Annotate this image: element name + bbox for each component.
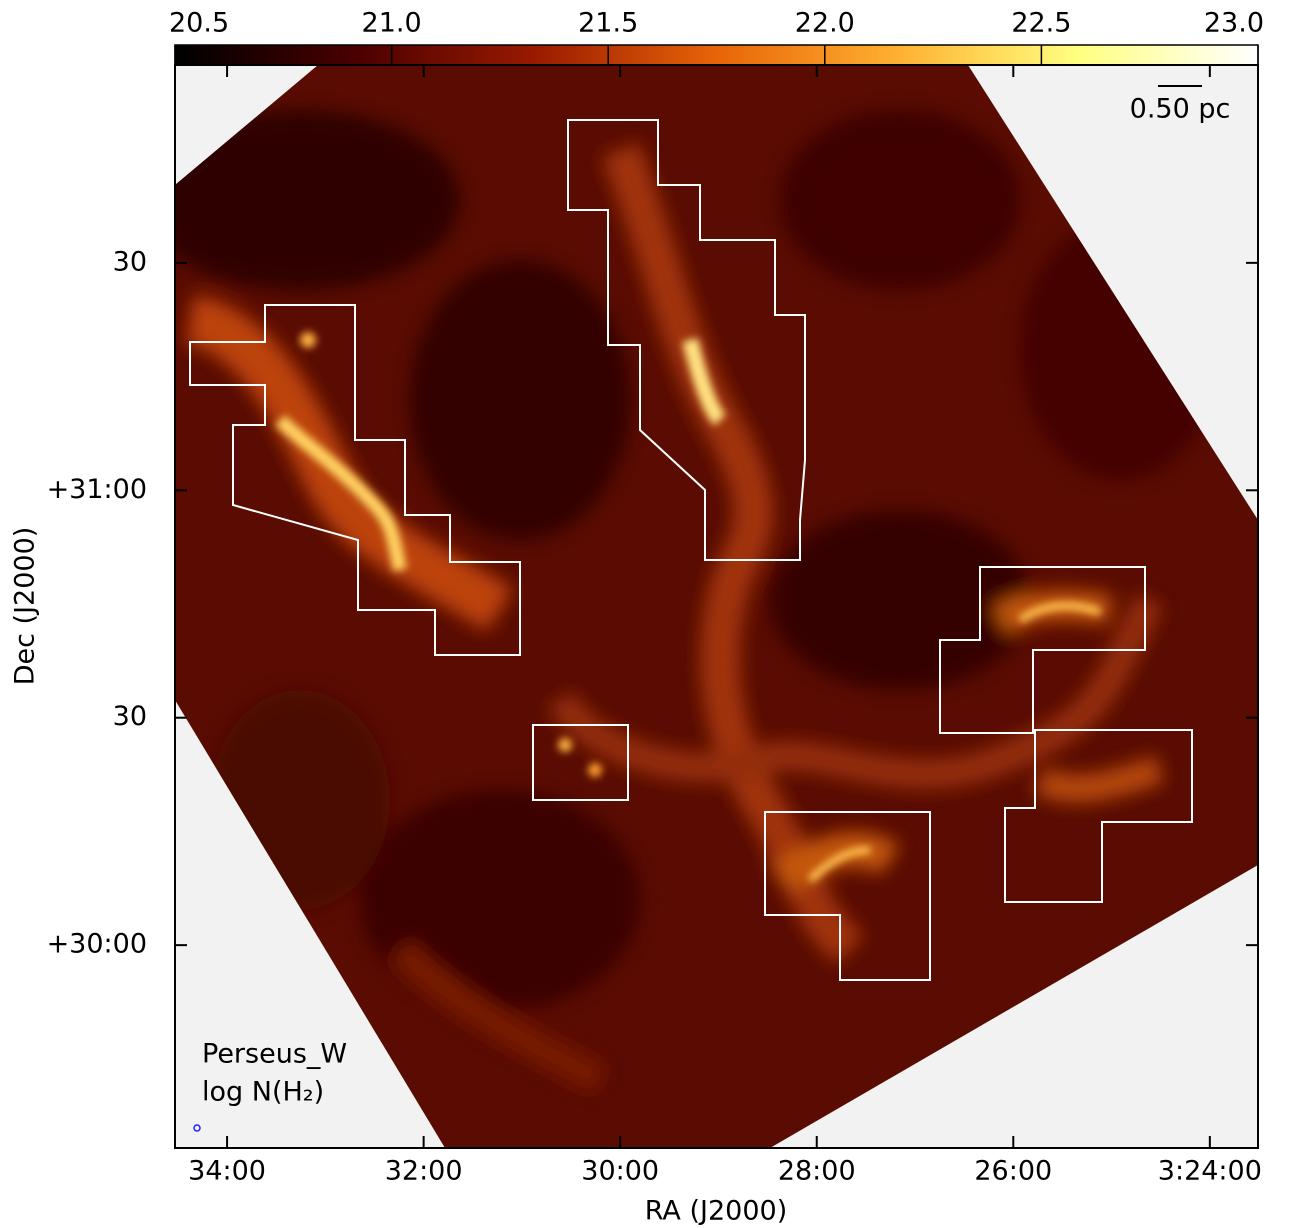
scale-bar-label: 0.50 pc [1130,94,1231,125]
x-tick-label: 28:00 [778,1156,856,1187]
x-tick-label: 34:00 [188,1156,266,1187]
colorbar-tick-label: 21.5 [578,8,638,39]
colorbar-tick-label: 20.5 [169,8,229,39]
y-tick-label: +30:00 [47,929,147,960]
colorbar-tick-label: 22.0 [795,8,855,39]
x-axis-label: RA (J2000) [645,1196,787,1227]
y-tick-label: 30 [113,246,147,277]
x-tick-label: 3:24:00 [1158,1156,1262,1187]
x-tick-label: 30:00 [581,1156,659,1187]
y-tick-label: 30 [113,701,147,732]
x-tick-label: 26:00 [974,1156,1052,1187]
colorbar-tick-label: 23.0 [1204,8,1264,39]
x-tick-label: 32:00 [385,1156,463,1187]
colorbar-tick-label: 21.0 [362,8,422,39]
colorbar-tick-label: 22.5 [1011,8,1071,39]
annotation: log N(H₂) [202,1077,324,1108]
y-axis-label: Dec (J2000) [10,527,41,686]
chart: 0.50 pc Perseus_W log N(H₂) RA (J2000) D… [0,0,1310,1228]
colorbar [175,45,1258,65]
y-tick-label: +31:00 [47,474,147,505]
annotation: Perseus_W [202,1039,347,1070]
